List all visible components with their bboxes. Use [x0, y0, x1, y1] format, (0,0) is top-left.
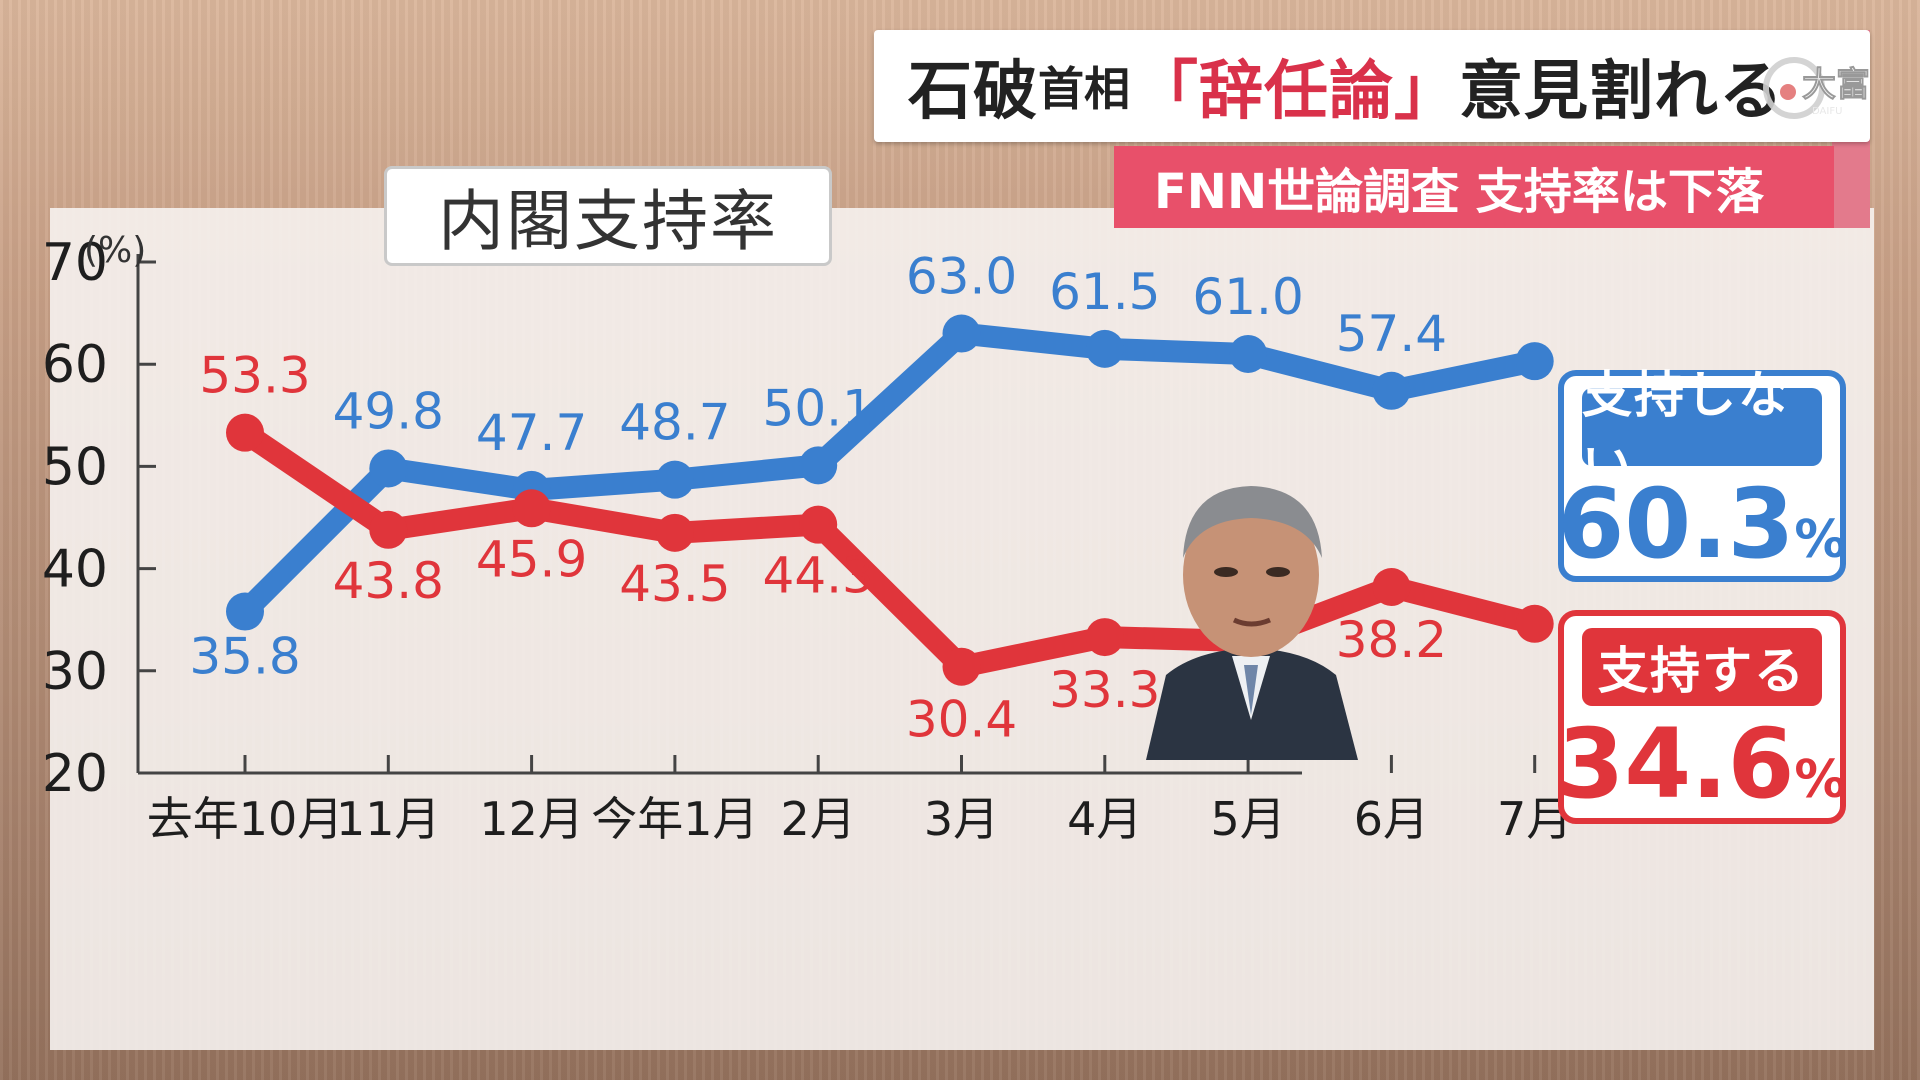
data-label-support: 30.4	[906, 691, 1017, 749]
legend-support-label: 支持する	[1582, 628, 1822, 706]
series-line-not-support	[234, 322, 1546, 623]
data-point-not-support	[942, 314, 981, 353]
data-label-support: 33.3	[1049, 661, 1160, 719]
legend-not-support-number: 60.3	[1557, 468, 1795, 580]
y-tick-label: 70	[42, 233, 108, 293]
legend-support-value: 34.6%	[1558, 716, 1847, 812]
data-point-not-support	[1229, 334, 1268, 373]
data-label-not-support: 35.8	[189, 628, 300, 686]
data-point-not-support	[1372, 371, 1411, 410]
data-point-not-support	[1085, 329, 1124, 368]
x-tick-label: 5月	[1210, 792, 1285, 846]
chart-title: 内閣支持率	[384, 166, 832, 266]
data-label-support: 38.2	[1336, 611, 1447, 669]
data-point-support	[1372, 567, 1411, 606]
data-label-not-support: 49.8	[333, 382, 444, 440]
data-point-support	[1085, 618, 1124, 657]
data-point-not-support	[1515, 342, 1554, 381]
data-label-support: 43.5	[619, 555, 730, 613]
y-tick-label: 40	[42, 540, 108, 600]
y-axis-unit-label: (%)	[84, 230, 146, 271]
legend-support-number: 34.6	[1557, 708, 1795, 820]
x-tick-label: 12月	[479, 792, 584, 846]
data-label-not-support: 50.1	[763, 379, 874, 437]
data-label-support: 43.8	[333, 552, 444, 610]
legend-support-unit: %	[1794, 750, 1847, 810]
data-point-not-support	[226, 592, 264, 631]
x-tick-label: 11月	[336, 792, 441, 846]
legend-not-support-label: 支持しない	[1582, 366, 1822, 496]
x-tick-label: 去年10月	[147, 792, 344, 846]
logo-subtext: DAIFU	[1812, 106, 1842, 117]
data-label-not-support: 61.5	[1049, 263, 1160, 321]
headline-banner: 石破 首相 「辞任論」 意見割れる	[874, 30, 1870, 142]
headline-title-suffix: 首相	[1038, 62, 1130, 116]
data-point-not-support	[799, 446, 838, 485]
data-point-not-support	[369, 449, 408, 488]
data-point-support	[799, 505, 838, 544]
data-label-not-support: 63.0	[906, 248, 1017, 306]
data-point-support	[226, 413, 264, 452]
politician-portrait	[1136, 460, 1366, 760]
y-tick-label: 30	[42, 642, 108, 702]
data-point-not-support	[655, 460, 694, 499]
series-line-support	[234, 421, 1546, 678]
legend-not-support-value: 60.3%	[1558, 476, 1847, 572]
data-point-support	[942, 647, 981, 686]
data-label-not-support: 61.0	[1192, 268, 1303, 326]
data-point-support	[369, 510, 408, 549]
x-tick-label: 今年1月	[591, 792, 758, 846]
y-tick-label: 50	[42, 437, 108, 497]
legend-not-support-unit: %	[1794, 510, 1847, 570]
data-label-not-support: 48.7	[619, 394, 730, 452]
data-label-support: 45.9	[476, 530, 587, 588]
y-tick-label: 60	[42, 335, 108, 395]
data-label-support: 53.3	[199, 347, 310, 405]
x-tick-label: 2月	[781, 792, 856, 846]
legend-support: 支持する 34.6%	[1558, 610, 1846, 824]
headline-quote: 「辞任論」	[1134, 55, 1459, 129]
y-tick-label: 20	[42, 744, 108, 804]
x-tick-label: 3月	[924, 792, 999, 846]
data-point-support	[655, 513, 694, 552]
subheadline-banner: FNN世論調査 支持率は下落	[1114, 146, 1834, 228]
legend-not-support: 支持しない 60.3%	[1558, 366, 1847, 582]
data-label-not-support: 47.7	[476, 404, 587, 462]
x-tick-label: 4月	[1067, 792, 1142, 846]
headline-name: 石破	[908, 55, 1038, 129]
data-label-support: 44.3	[763, 547, 874, 605]
channel-logo-icon: 大富 DAIFU	[1763, 57, 1870, 119]
data-label-not-support: 57.4	[1336, 305, 1447, 363]
data-point-support	[512, 489, 551, 528]
data-point-support	[1515, 604, 1554, 643]
logo-text: 大富	[1802, 65, 1870, 105]
x-tick-label: 6月	[1354, 792, 1429, 846]
headline-rest: 意見割れる	[1459, 55, 1784, 129]
